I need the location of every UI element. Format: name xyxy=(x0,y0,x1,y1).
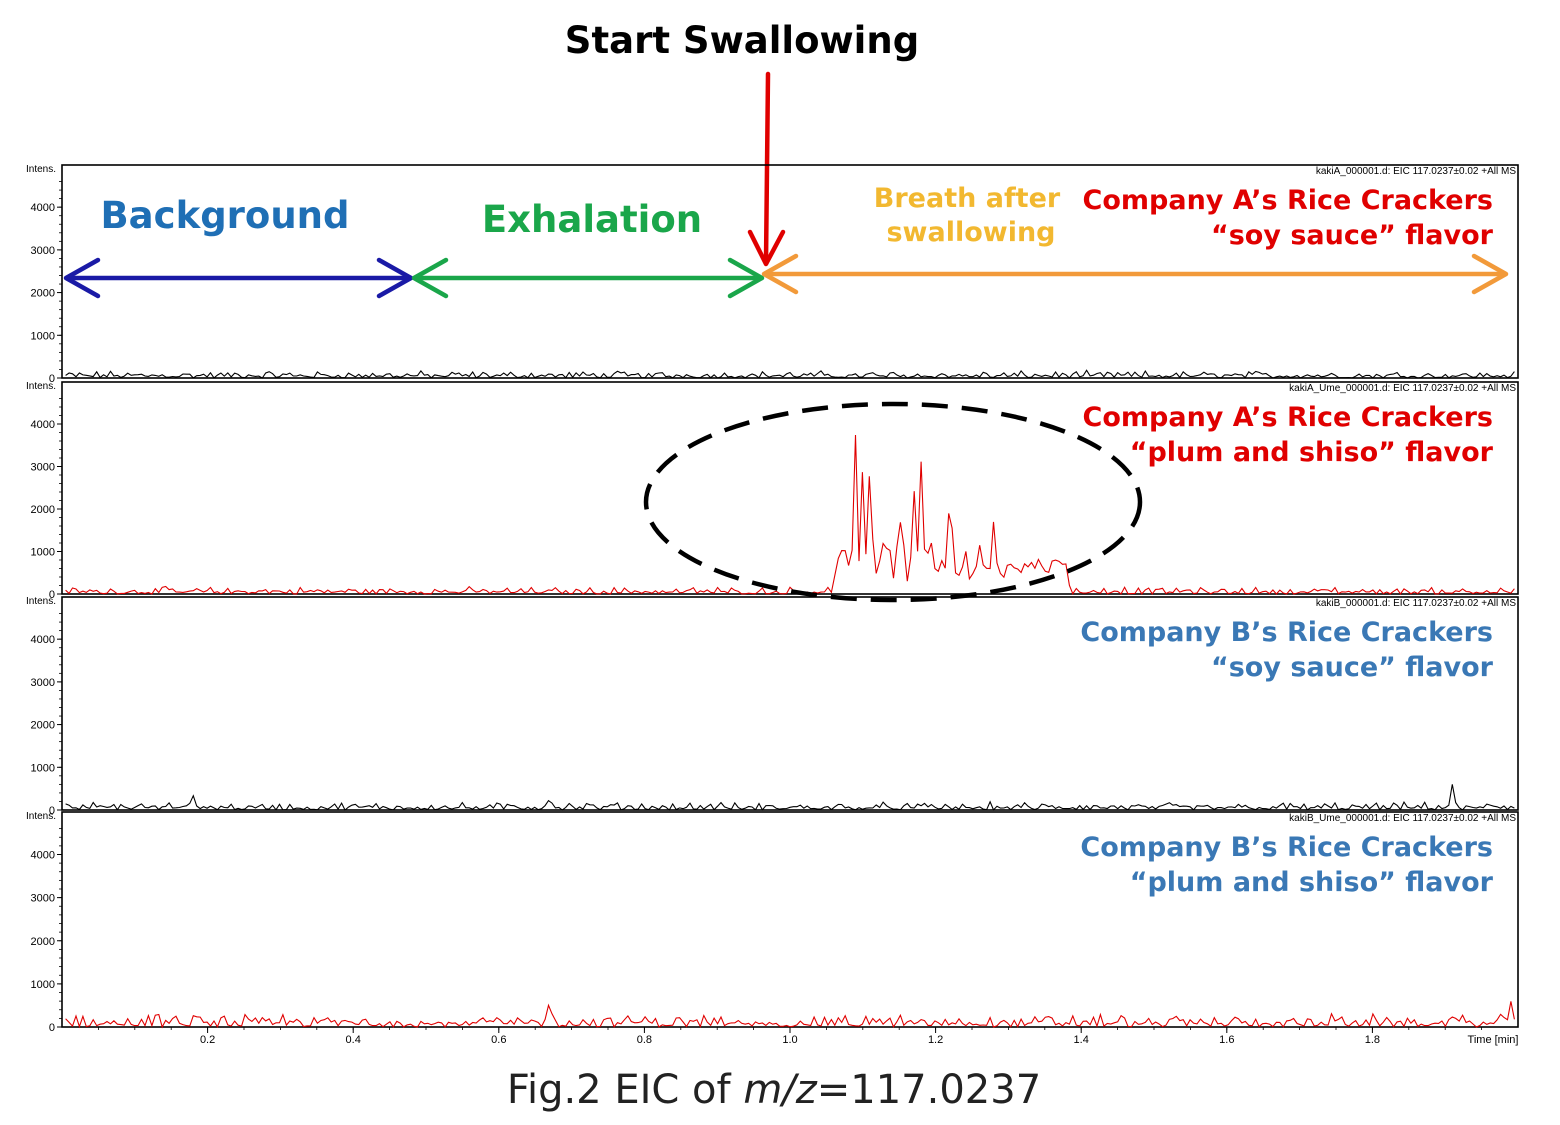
start-swallowing-label: Start Swallowing xyxy=(565,19,919,62)
background-arrow xyxy=(63,257,414,299)
phase-arrows xyxy=(63,253,1509,299)
panel-label-line2: “plum and shiso” flavor xyxy=(1130,437,1494,468)
trace-line xyxy=(65,1001,1515,1029)
panel-label-line1: Company B’s Rice Crackers xyxy=(1080,832,1493,863)
y-tick-label: 3000 xyxy=(31,245,55,257)
y-tick-label: 1000 xyxy=(31,979,55,991)
panel-label-line1: Company A’s Rice Crackers xyxy=(1083,185,1493,216)
phase-breath-label-line2: swallowing xyxy=(886,217,1055,248)
y-tick-label: 3000 xyxy=(31,677,55,689)
panel-2: Intens. 0 1000 2000 3000 4000 kakiA_Ume_000001… xyxy=(26,381,1519,601)
phase-breath-label-line1: Breath after xyxy=(874,183,1061,214)
x-tick-label: 1.4 xyxy=(1074,1034,1089,1046)
panel-label-line1: Company A’s Rice Crackers xyxy=(1083,402,1493,433)
phase-background-label: Background xyxy=(100,194,349,237)
y-tick-label: 2000 xyxy=(31,504,55,516)
y-axis-label: Intens. xyxy=(26,164,56,175)
trace-line xyxy=(65,369,1515,379)
x-tick-label: 1.0 xyxy=(782,1034,797,1046)
y-tick-label: 3000 xyxy=(31,462,55,474)
x-tick-label: 1.8 xyxy=(1365,1034,1380,1046)
breath-after-arrow xyxy=(761,253,1509,295)
figure-caption: Fig.2 EIC of m/z=117.0237 xyxy=(507,1067,1041,1113)
x-tick-label: 1.6 xyxy=(1219,1034,1234,1046)
panel-label-line2: “soy sauce” flavor xyxy=(1211,220,1494,251)
trace-line xyxy=(65,784,1515,811)
panel-label-line2: “plum and shiso” flavor xyxy=(1130,867,1494,898)
phase-exhalation-label: Exhalation xyxy=(482,198,702,241)
y-tick-label: 0 xyxy=(49,1022,55,1034)
panel-1: Intens. 0 1000 2000 3000 4000 kakiA_000001.d: … xyxy=(26,164,1519,385)
file-label: kakiA_Ume_000001.d: EIC 117.0237±0.02 +A… xyxy=(1289,383,1516,394)
file-label: kakiA_000001.d: EIC 117.0237±0.02 +All M… xyxy=(1316,166,1516,177)
panel-4: Intens. 0 1000 2000 3000 4000 kakiB_Ume_000001… xyxy=(26,811,1519,1034)
x-axis: 0.2 0.4 0.6 0.8 1.0 1.2 1.4 1.6 1.8 xyxy=(98,1027,1482,1046)
x-tick-label: 1.2 xyxy=(928,1034,943,1046)
panel-3: Intens. 0 1000 2000 3000 4000 kakiB_000001.d: … xyxy=(26,596,1519,817)
x-axis-label: Time [min] xyxy=(1468,1034,1519,1046)
y-tick-label: 3000 xyxy=(31,893,55,905)
y-tick-label: 2000 xyxy=(31,720,55,732)
panel-frame xyxy=(61,164,1519,379)
x-tick-label: 0.4 xyxy=(346,1034,361,1046)
trace-line xyxy=(65,434,1515,595)
x-tick-label: 0.2 xyxy=(200,1034,215,1046)
exhalation-arrow xyxy=(411,257,765,299)
y-tick-label: 0 xyxy=(49,589,55,601)
y-tick-label: 0 xyxy=(49,373,55,385)
y-tick-label: 0 xyxy=(49,805,55,817)
y-tick-label: 4000 xyxy=(31,634,55,646)
panel-frame xyxy=(61,596,1519,811)
file-label: kakiB_000001.d: EIC 117.0237±0.02 +All M… xyxy=(1316,598,1516,609)
y-tick-label: 4000 xyxy=(31,850,55,862)
y-tick-label: 2000 xyxy=(31,936,55,948)
y-tick-label: 2000 xyxy=(31,288,55,300)
y-tick-label: 1000 xyxy=(31,547,55,559)
x-tick-label: 0.8 xyxy=(637,1034,652,1046)
y-tick-label: 4000 xyxy=(31,419,55,431)
peak-highlight-ellipse xyxy=(643,401,1143,603)
panel-label-line1: Company B’s Rice Crackers xyxy=(1080,617,1493,648)
panel-label-line2: “soy sauce” flavor xyxy=(1211,652,1494,683)
y-axis-label: Intens. xyxy=(26,596,56,607)
y-axis-label: Intens. xyxy=(26,381,56,392)
y-axis-label: Intens. xyxy=(26,811,56,822)
panel-frame xyxy=(61,381,1519,595)
start-swallowing-arrow xyxy=(747,71,786,267)
y-tick-label: 1000 xyxy=(31,330,55,342)
panels: Intens.01000200030004000kakiA_000001.d: … xyxy=(26,164,1519,1034)
y-tick-label: 1000 xyxy=(31,762,55,774)
y-tick-label: 4000 xyxy=(31,202,55,214)
file-label: kakiB_Ume_000001.d: EIC 117.0237±0.02 +A… xyxy=(1289,813,1516,824)
x-tick-label: 0.6 xyxy=(491,1034,506,1046)
